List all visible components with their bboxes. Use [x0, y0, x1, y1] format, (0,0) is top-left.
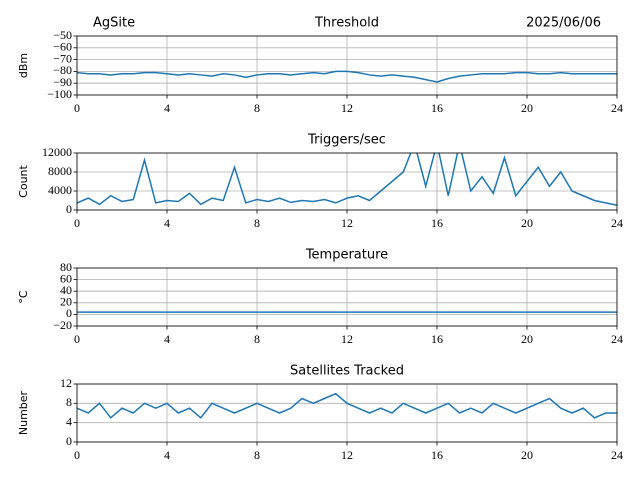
y-tick-label: 0: [66, 202, 72, 216]
x-tick-label: 20: [521, 216, 533, 230]
x-tick-label: 24: [611, 332, 623, 346]
x-tick-label: 20: [521, 448, 533, 462]
x-tick-label: 4: [164, 448, 170, 462]
y-tick-label: 8: [66, 395, 72, 409]
subplot-title: Threshold: [314, 16, 379, 31]
x-tick-label: 0: [74, 332, 80, 346]
x-tick-label: 8: [254, 101, 260, 115]
x-tick-label: 0: [74, 216, 80, 230]
x-tick-label: 12: [341, 101, 353, 115]
axes-frame: [76, 267, 618, 327]
axes-frame: [76, 152, 618, 211]
x-tick-label: 16: [431, 216, 443, 230]
x-tick-label: 8: [254, 448, 260, 462]
x-tick-label: 16: [431, 448, 443, 462]
x-tick-label: 8: [254, 216, 260, 230]
y-tick-label: 12000: [42, 145, 72, 159]
axes-frame: [76, 35, 618, 96]
y-tick-label: 80: [60, 260, 72, 274]
y-tick-label: −90: [53, 75, 72, 89]
x-tick-label: 16: [431, 332, 443, 346]
x-tick-label: 24: [611, 216, 623, 230]
y-axis-label: Count: [17, 164, 30, 197]
y-tick-label: 4000: [48, 183, 72, 197]
y-tick-label: 20: [60, 295, 72, 309]
y-axis-label: dBm: [17, 53, 30, 78]
subplot: −100−90−80−70−60−50 0 4 8 12 16 20 24 Threshold A…: [17, 16, 623, 115]
x-tick-label: 12: [341, 216, 353, 230]
data-line: [77, 70, 617, 83]
x-tick-label: 16: [431, 101, 443, 115]
x-tick-label: 24: [611, 101, 623, 115]
x-tick-label: 20: [521, 332, 533, 346]
x-tick-label: 0: [74, 101, 80, 115]
data-line: [77, 153, 617, 206]
x-tick-label: 20: [521, 101, 533, 115]
y-tick-label: 0: [66, 306, 72, 320]
x-tick-label: 12: [341, 332, 353, 346]
subplot-title: Satellites Tracked: [290, 364, 404, 379]
title-right: 2025/06/06: [526, 16, 601, 31]
y-axis-label: °C: [17, 290, 30, 304]
subplot-title: Triggers/sec: [307, 133, 386, 148]
y-tick-label: 40: [60, 283, 72, 297]
axes-frame: [76, 383, 618, 443]
title-left: AgSite: [93, 16, 135, 31]
y-tick-label: −60: [53, 40, 72, 54]
y-tick-label: −80: [53, 63, 72, 77]
y-tick-label: 0: [66, 434, 72, 448]
y-tick-label: 8000: [48, 164, 72, 178]
subplot: 0 4 8 12 0 4 8 12 16 20 24 Satellites Tracked Number: [17, 364, 623, 462]
x-tick-label: 4: [164, 216, 170, 230]
x-tick-label: 24: [611, 448, 623, 462]
y-tick-label: −50: [53, 28, 72, 42]
x-tick-label: 4: [164, 332, 170, 346]
y-tick-label: −20: [53, 318, 72, 332]
x-tick-label: 12: [341, 448, 353, 462]
x-tick-label: 8: [254, 332, 260, 346]
y-tick-label: 60: [60, 271, 72, 285]
y-axis-label: Number: [17, 390, 30, 435]
subplot-title: Temperature: [305, 248, 388, 263]
y-tick-label: −70: [53, 51, 72, 65]
y-tick-label: −100: [47, 87, 72, 101]
y-tick-label: 4: [66, 414, 72, 428]
subplot: 0 4000 8000 12000 0 4 8 12 16 20 24 Triggers/sec Cou…: [17, 133, 623, 230]
x-tick-label: 0: [74, 448, 80, 462]
x-tick-label: 4: [164, 101, 170, 115]
y-tick-label: 12: [60, 376, 72, 390]
data-line: [77, 392, 617, 419]
